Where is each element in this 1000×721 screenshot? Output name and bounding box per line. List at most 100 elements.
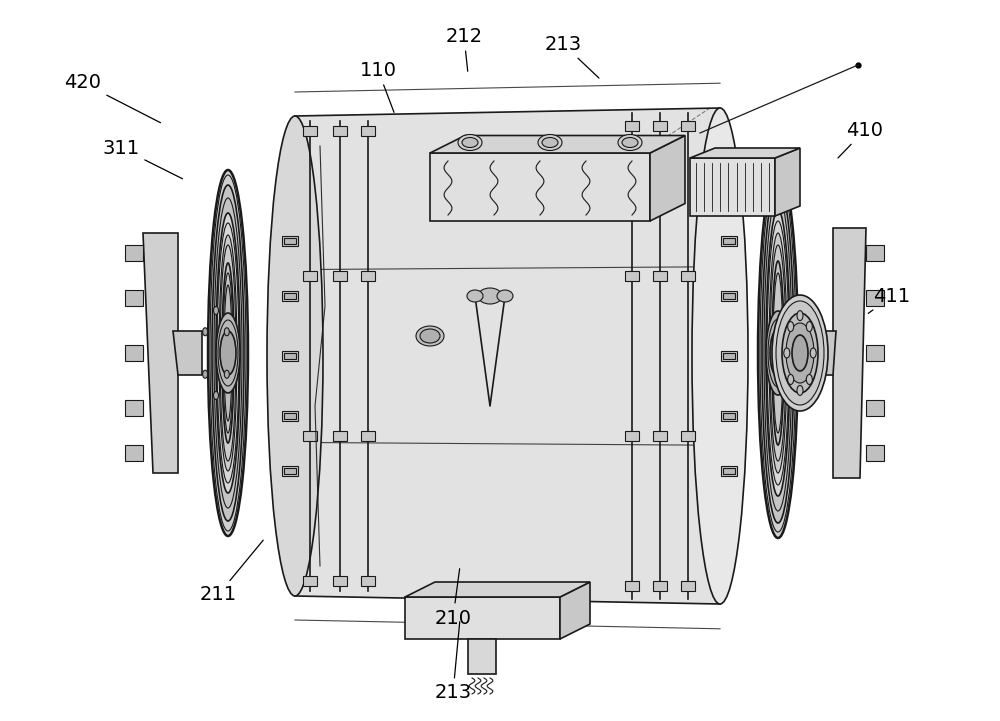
Bar (723, 468, 735, 474)
Ellipse shape (267, 116, 323, 596)
Bar (866, 290, 884, 306)
Polygon shape (560, 582, 590, 639)
Bar (303, 431, 317, 441)
Bar (303, 126, 317, 136)
Ellipse shape (219, 235, 237, 471)
Ellipse shape (692, 108, 748, 604)
Bar (681, 121, 695, 131)
Bar (303, 576, 317, 586)
Ellipse shape (458, 135, 482, 151)
Bar (361, 576, 375, 586)
Ellipse shape (788, 374, 794, 384)
Polygon shape (143, 233, 178, 473)
Ellipse shape (203, 371, 208, 379)
Ellipse shape (208, 170, 248, 536)
Ellipse shape (758, 168, 798, 538)
Bar (866, 400, 884, 416)
Polygon shape (405, 597, 560, 639)
Ellipse shape (797, 386, 803, 395)
Bar (125, 445, 143, 461)
Bar (333, 576, 347, 586)
Bar (866, 245, 884, 261)
Ellipse shape (766, 210, 790, 496)
Bar (284, 413, 296, 419)
Bar (625, 581, 639, 591)
Ellipse shape (618, 135, 642, 151)
Text: 211: 211 (199, 540, 263, 604)
Bar (333, 431, 347, 441)
Ellipse shape (212, 185, 244, 521)
Bar (282, 411, 298, 421)
Ellipse shape (766, 311, 790, 395)
Ellipse shape (786, 323, 814, 383)
Polygon shape (650, 136, 685, 221)
Bar (625, 121, 639, 131)
Bar (866, 445, 884, 461)
Ellipse shape (776, 301, 824, 405)
Bar (653, 271, 667, 281)
Polygon shape (430, 153, 650, 221)
Ellipse shape (770, 329, 786, 377)
Ellipse shape (224, 371, 229, 379)
Bar (723, 293, 735, 299)
Ellipse shape (772, 295, 828, 411)
Ellipse shape (467, 290, 483, 302)
Ellipse shape (792, 335, 808, 371)
Bar (681, 431, 695, 441)
Bar (721, 466, 737, 476)
Polygon shape (806, 331, 836, 375)
Polygon shape (295, 108, 720, 604)
Ellipse shape (806, 322, 812, 332)
Bar (625, 271, 639, 281)
Ellipse shape (214, 392, 218, 399)
Bar (625, 431, 639, 441)
Polygon shape (430, 136, 685, 153)
Ellipse shape (762, 183, 794, 523)
Bar (125, 290, 143, 306)
Ellipse shape (772, 261, 784, 445)
Polygon shape (173, 331, 202, 375)
Bar (361, 271, 375, 281)
Polygon shape (405, 582, 590, 597)
Bar (125, 400, 143, 416)
Bar (284, 353, 296, 359)
Ellipse shape (216, 213, 240, 493)
Ellipse shape (222, 263, 234, 443)
Ellipse shape (769, 233, 787, 473)
Bar (721, 236, 737, 246)
Bar (866, 345, 884, 361)
Bar (284, 293, 296, 299)
Polygon shape (690, 148, 800, 158)
Text: 110: 110 (360, 61, 396, 112)
Ellipse shape (203, 328, 208, 336)
Ellipse shape (542, 138, 558, 148)
Bar (333, 271, 347, 281)
Bar (721, 351, 737, 361)
Bar (282, 236, 298, 246)
Ellipse shape (214, 306, 218, 314)
Polygon shape (833, 228, 866, 478)
Text: 411: 411 (868, 286, 911, 314)
Bar (125, 345, 143, 361)
Ellipse shape (462, 138, 478, 148)
Text: 213: 213 (544, 35, 599, 78)
Bar (361, 431, 375, 441)
Ellipse shape (216, 313, 240, 393)
Ellipse shape (788, 322, 794, 332)
Bar (284, 238, 296, 244)
Ellipse shape (416, 326, 444, 346)
Bar (282, 351, 298, 361)
Bar (723, 413, 735, 419)
Bar (361, 126, 375, 136)
Ellipse shape (784, 348, 790, 358)
Ellipse shape (806, 374, 812, 384)
Ellipse shape (782, 313, 818, 393)
Bar (721, 291, 737, 301)
Bar (723, 353, 735, 359)
Polygon shape (775, 148, 800, 216)
Bar (303, 271, 317, 281)
Ellipse shape (797, 311, 803, 321)
Polygon shape (690, 158, 775, 216)
Ellipse shape (420, 329, 440, 343)
Text: 410: 410 (838, 120, 884, 158)
